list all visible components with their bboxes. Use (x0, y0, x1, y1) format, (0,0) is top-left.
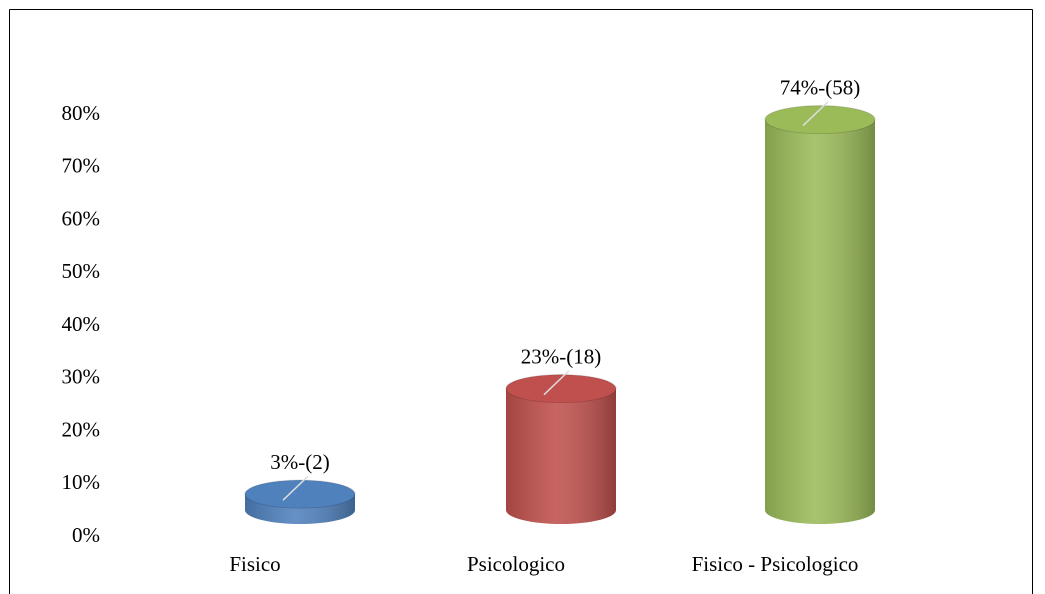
bar (764, 101, 876, 525)
y-tick-label: 40% (62, 312, 101, 336)
x-tick-label: Psicologico (467, 552, 565, 576)
cylinder-shade (765, 119, 875, 525)
x-tick-label: Fisico (229, 552, 280, 576)
bar (505, 370, 617, 524)
data-label: 3%-(2) (270, 450, 329, 474)
leader-line (282, 475, 309, 501)
y-tick-label: 70% (62, 154, 101, 178)
cylinder-top (505, 374, 617, 404)
y-tick-label: 20% (62, 417, 101, 441)
cylinder-top (244, 479, 356, 509)
cylinder-shade (506, 388, 616, 524)
y-tick-label: 60% (62, 206, 101, 230)
y-tick-label: 50% (62, 259, 101, 283)
data-label: 74%-(58) (780, 75, 860, 99)
y-tick-label: 30% (62, 365, 101, 389)
bar (244, 475, 356, 524)
leader-line (802, 101, 829, 127)
x-tick-label: Fisico - Psicologico (692, 552, 859, 576)
y-tick-label: 10% (62, 470, 101, 494)
cylinder-top (764, 105, 876, 135)
leader-line (543, 370, 570, 396)
data-label: 23%-(18) (521, 344, 601, 368)
y-tick-label: 0% (72, 523, 100, 547)
y-tick-label: 80% (62, 101, 101, 125)
